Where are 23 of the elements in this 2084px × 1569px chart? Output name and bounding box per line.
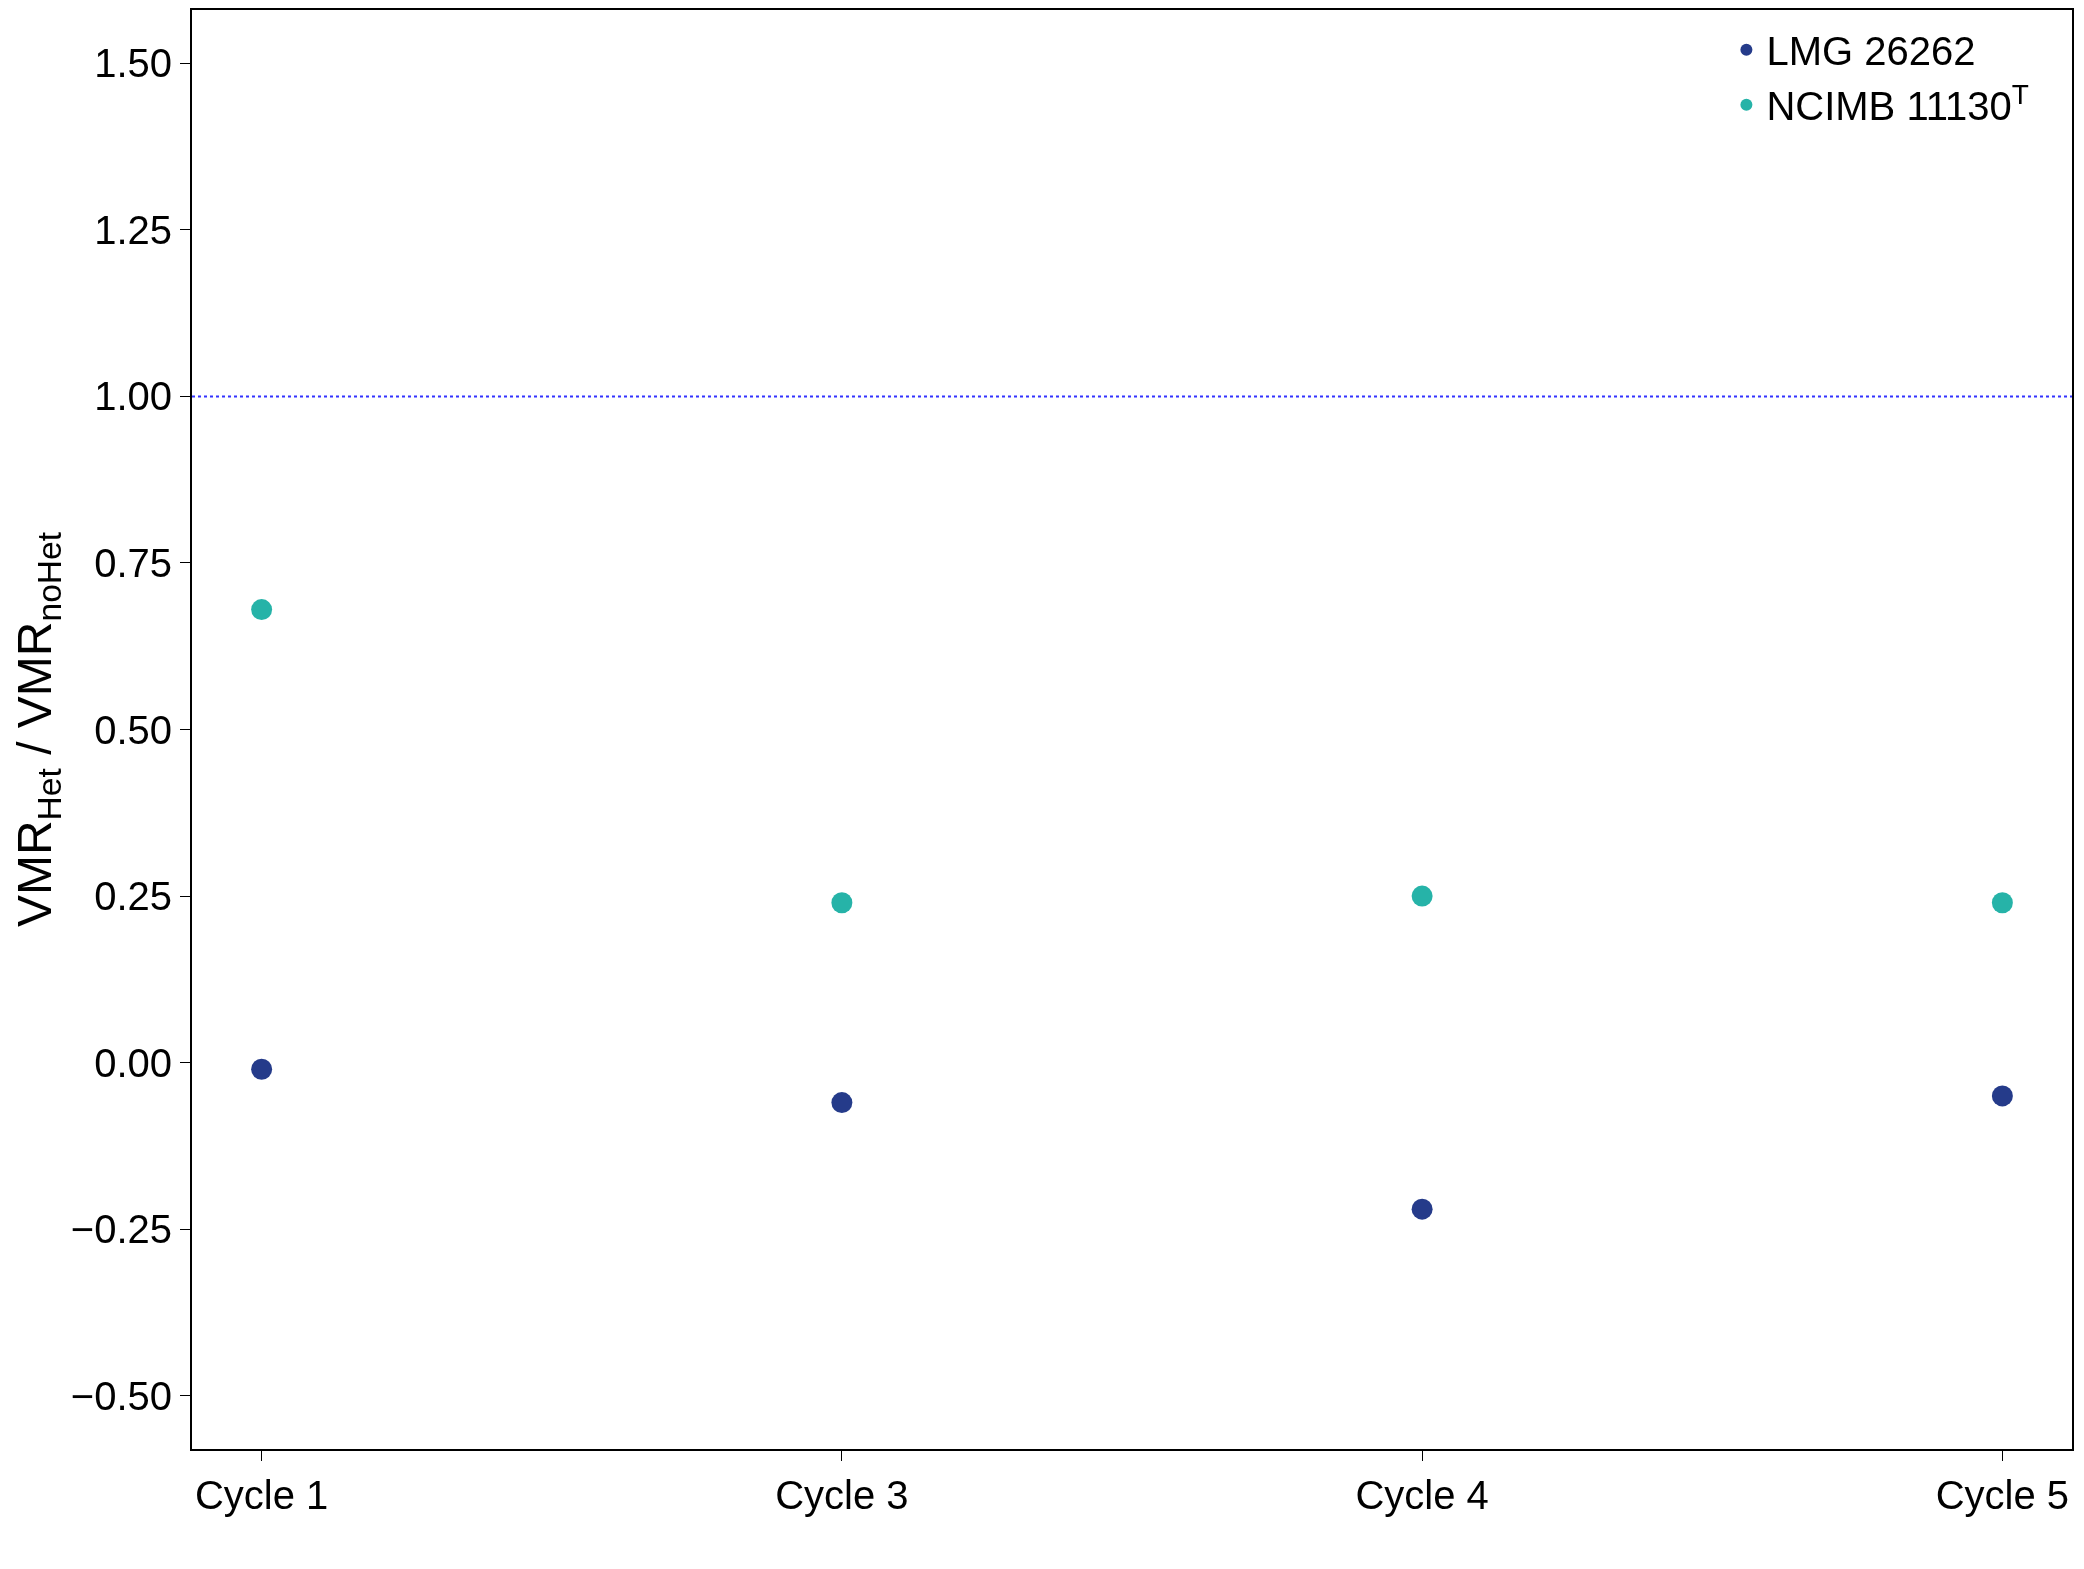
y-tick-label: 0.75 [94,540,172,585]
y-tick-label: 0.00 [94,1040,172,1085]
x-tick-label: Cycle 5 [1935,1473,2070,1517]
point [251,599,273,621]
x-tick-label: Cycle 3 [775,1473,909,1517]
y-tick-label: 0.50 [94,707,172,752]
y-tick-label: 1.50 [94,41,172,86]
point [1991,1085,2013,1107]
y-tick-label: −0.50 [70,1373,172,1418]
y-tick-label: −0.25 [70,1207,172,1252]
point [1411,1198,1433,1220]
point [1991,892,2013,914]
y-tick-label: 1.00 [94,374,172,419]
point [831,1092,853,1114]
x-tick-label: Cycle 4 [1355,1473,1489,1517]
legend-label: NCIMB 11130$^{T}$ [1766,78,2029,129]
legend-label: LMG 26262 [1766,29,1976,74]
point [831,892,853,914]
point [1411,885,1433,907]
point [251,1058,273,1080]
y-tick-label: 0.25 [94,874,172,919]
x-tick-label: Cycle 1 [194,1473,329,1517]
y-tick-label: 1.25 [94,207,172,252]
